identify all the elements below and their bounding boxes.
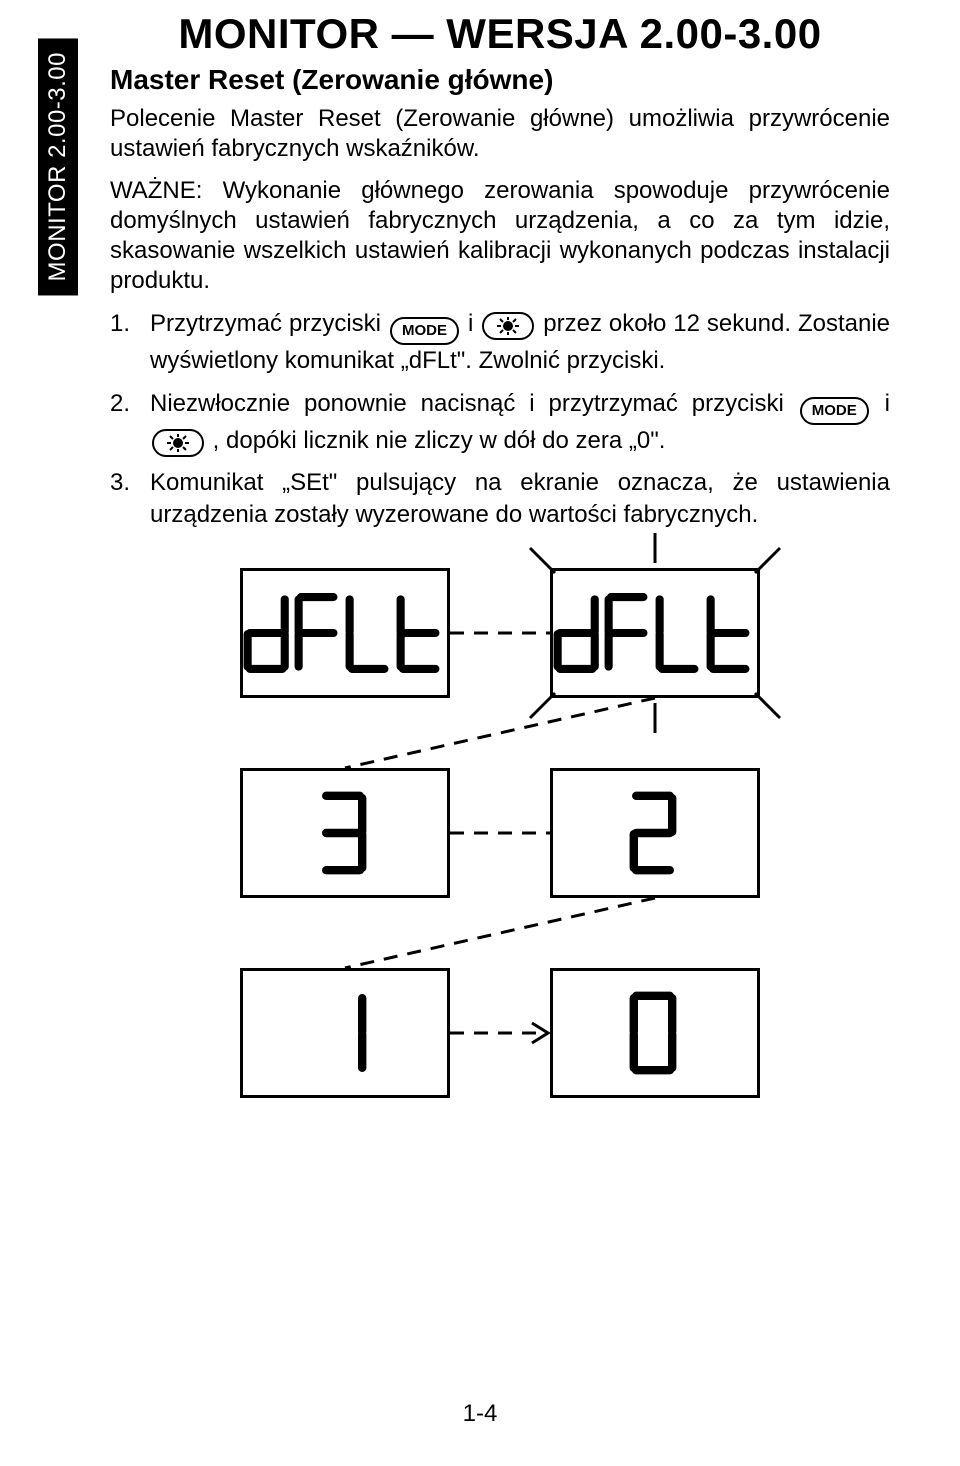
side-tab: MONITOR 2.00-3.00 (38, 38, 78, 295)
step-2-text-b: i (885, 390, 890, 417)
mode-button-icon: MODE (390, 317, 459, 345)
page-number: 1-4 (0, 1400, 960, 1428)
step-1-text-b: i (468, 310, 480, 337)
lcd-panel (240, 568, 450, 698)
step-2-text-c: , dopóki licznik nie zliczy w dół do zer… (213, 427, 666, 454)
lcd-panel (550, 568, 760, 698)
step-2: Niezwłocznie ponownie nacisnąć i przytrz… (150, 388, 890, 458)
warning-paragraph: WAŻNE: Wykonanie głównego zerowania spow… (110, 176, 890, 296)
lcd-panel (550, 768, 760, 898)
light-button-icon (152, 429, 204, 457)
light-button-icon (482, 312, 534, 340)
step-2-text-a: Niezwłocznie ponownie nacisnąć i przytrz… (150, 390, 798, 417)
reset-sequence-diagram (220, 558, 780, 1138)
mode-button-icon: MODE (800, 397, 869, 425)
step-3: Komunikat „SEt" pulsujący na ekranie ozn… (150, 467, 890, 532)
step-1: Przytrzymać przyciski MODE i (150, 308, 890, 378)
step-1-text-a: Przytrzymać przyciski (150, 310, 388, 337)
lcd-panel (550, 968, 760, 1098)
lcd-panel (240, 768, 450, 898)
lcd-panel (240, 968, 450, 1098)
section-heading: Master Reset (Zerowanie główne) (110, 64, 890, 96)
step-list: Przytrzymać przyciski MODE i (110, 308, 890, 532)
page-title: MONITOR — WERSJA 2.00-3.00 (110, 0, 890, 58)
intro-paragraph: Polecenie Master Reset (Zerowanie główne… (110, 104, 890, 164)
